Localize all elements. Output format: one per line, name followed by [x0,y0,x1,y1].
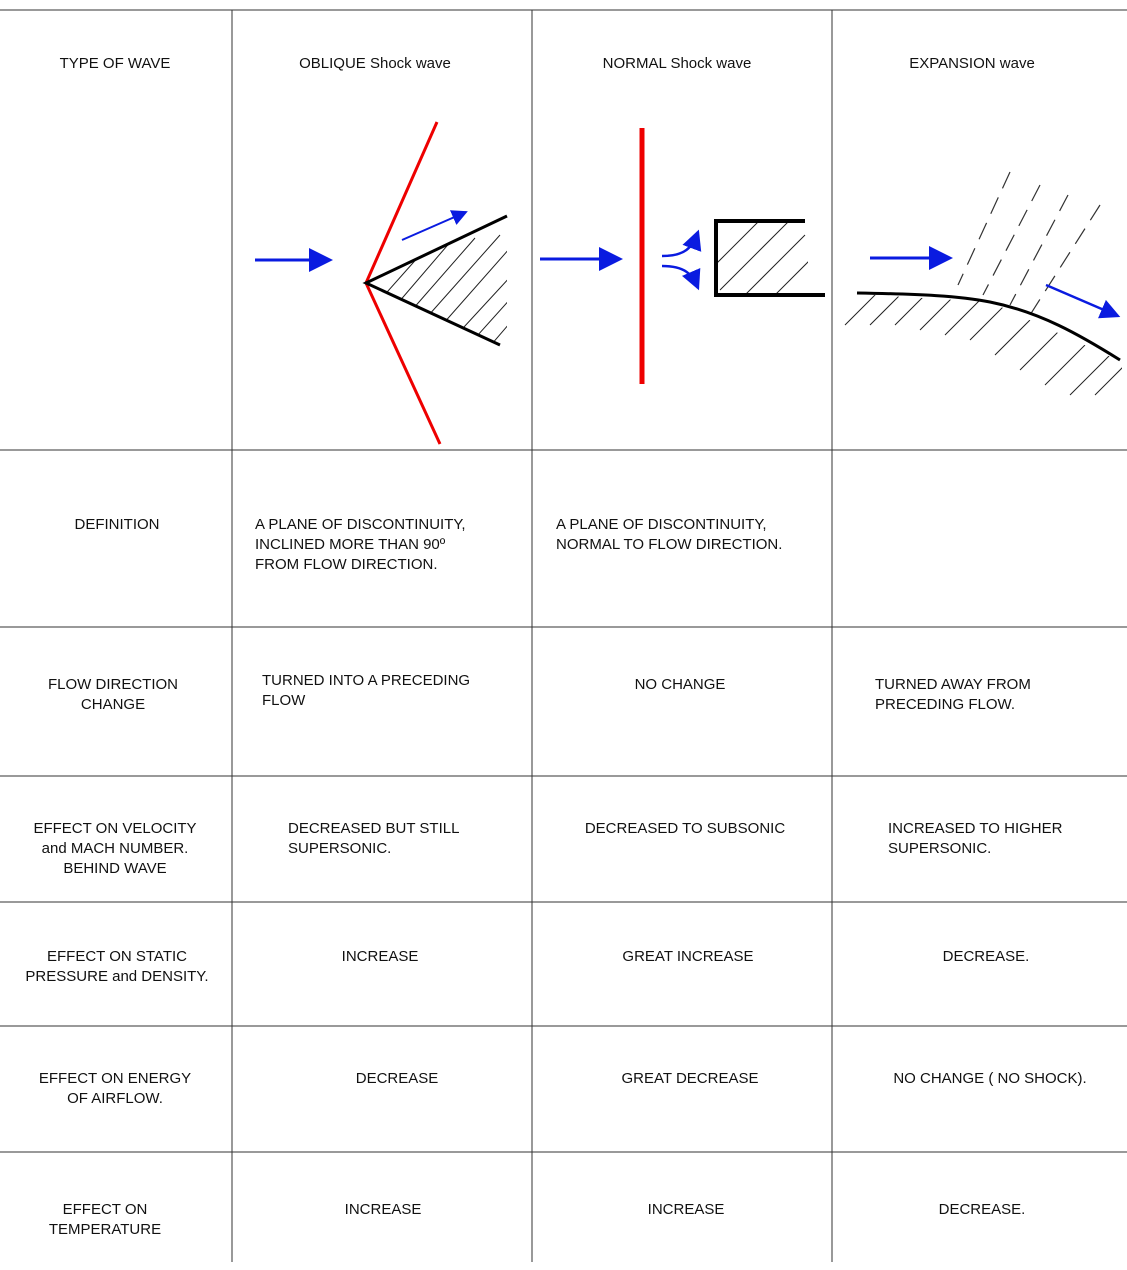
cell-text: FROM FLOW DIRECTION. [255,556,438,573]
cell-text: DECREASE. [939,1201,1026,1218]
header-cell: TYPE OF WAVE [60,55,171,72]
header-cell: NORMAL Shock wave [603,55,752,72]
row-label: EFFECT ON VELOCITY [33,820,196,837]
row-label: BEHIND WAVE [63,860,166,877]
cell-text: NO CHANGE [635,676,726,693]
cell-text: INCREASED TO HIGHER [888,820,1063,837]
row-label: EFFECT ON STATIC [47,948,187,965]
row-label: and MACH NUMBER. [42,840,189,857]
cell-text: FLOW [262,692,306,709]
row-label: OF AIRFLOW. [67,1090,163,1107]
cell-text: INCREASE [342,948,419,965]
row-label: EFFECT ON ENERGY [39,1070,191,1087]
cell-text: PRECEDING FLOW. [875,696,1015,713]
cell-text: A PLANE OF DISCONTINUITY, [255,516,466,533]
row-label: FLOW DIRECTION [48,676,178,693]
grid [0,9,1127,1262]
cell-text: TURNED AWAY FROM [875,676,1031,693]
normal-diagram [540,128,825,384]
cell-text: DECREASE [356,1070,439,1087]
row-label: CHANGE [81,696,145,713]
cell-text: GREAT INCREASE [622,948,753,965]
cell-text: INCREASE [648,1201,725,1218]
oblique-diagram [255,121,508,445]
cell-text: DECREASE. [943,948,1030,965]
cell-text: NORMAL TO FLOW DIRECTION. [556,536,782,553]
header-cell: OBLIQUE Shock wave [299,55,451,72]
cell-text: TURNED INTO A PRECEDING [262,672,470,689]
cell-text: GREAT DECREASE [622,1070,759,1087]
cell-text: A PLANE OF DISCONTINUITY, [556,516,767,533]
row-label: DEFINITION [75,516,160,533]
cell-text: INCLINED MORE THAN 90º [255,536,446,553]
header-cell: EXPANSION wave [909,55,1035,72]
cell-text: SUPERSONIC. [288,840,391,857]
row-label: TEMPERATURE [49,1221,161,1238]
cell-text: INCREASE [345,1201,422,1218]
cell-text: DECREASED BUT STILL [288,820,459,837]
row-label: EFFECT ON [63,1201,148,1218]
cell-text: SUPERSONIC. [888,840,991,857]
cell-text: DECREASED TO SUBSONIC [585,820,785,837]
cell-text: NO CHANGE ( NO SHOCK). [893,1070,1086,1087]
row-label: PRESSURE and DENSITY. [25,968,208,985]
expansion-diagram [844,171,1122,396]
